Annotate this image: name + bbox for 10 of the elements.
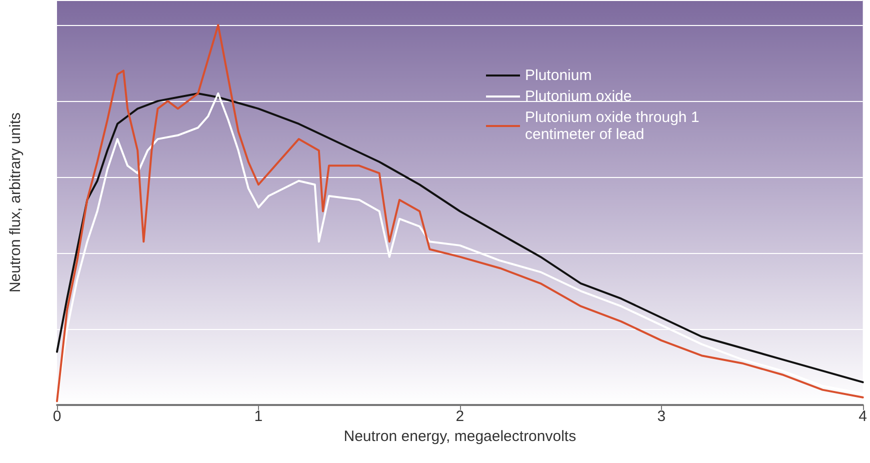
x-tick-label: 3 — [657, 408, 666, 425]
x-axis-title: Neutron energy, megaelectronvolts — [344, 428, 576, 445]
legend-label: Plutonium oxide — [525, 88, 632, 105]
legend-label: Plutonium — [525, 67, 592, 84]
x-tick-label: 1 — [254, 408, 263, 425]
legend-label: Plutonium oxide through 1 centimeter of lead — [525, 109, 704, 143]
y-axis-title: Neutron flux, arbitrary units — [7, 112, 24, 293]
x-tick-label: 0 — [52, 408, 62, 425]
x-tick-label: 2 — [456, 408, 464, 425]
x-tick-label: 4 — [858, 408, 867, 425]
